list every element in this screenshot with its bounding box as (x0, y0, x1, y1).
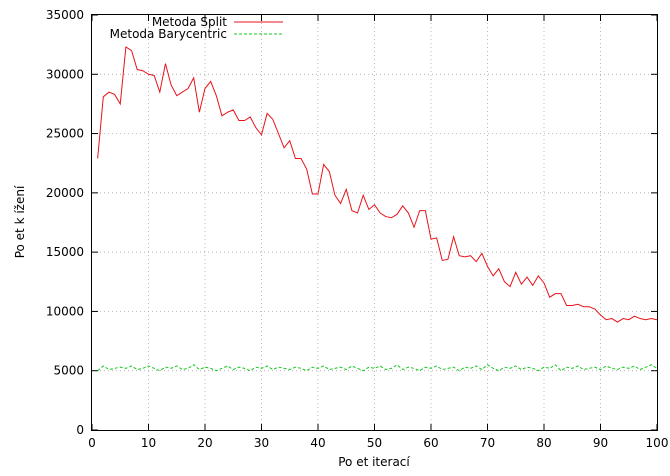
y-tick-label: 20000 (46, 186, 84, 200)
y-tick-label: 5000 (53, 364, 84, 378)
x-axis-label: Po et iterací (338, 455, 410, 469)
x-tick-label: 10 (141, 436, 156, 450)
y-tick-label: 25000 (46, 127, 84, 141)
x-tick-label: 60 (423, 436, 438, 450)
y-axis-label: Po et k ížení (13, 185, 27, 258)
y-tick-label: 10000 (46, 304, 84, 318)
x-tick-label: 100 (646, 436, 669, 450)
x-tick-label: 0 (88, 436, 96, 450)
y-tick-label: 0 (76, 423, 84, 437)
x-tick-label: 40 (310, 436, 325, 450)
x-tick-label: 20 (197, 436, 212, 450)
x-tick-label: 90 (593, 436, 608, 450)
y-tick-label: 35000 (46, 8, 84, 22)
legend-label-1: Metoda Split (152, 15, 227, 29)
y-tick-label: 15000 (46, 245, 84, 259)
legend-label-2: Metoda Barycentric (110, 27, 227, 41)
y-tick-label: 30000 (46, 67, 84, 81)
x-tick-label: 80 (536, 436, 551, 450)
series-line-1 (97, 46, 658, 323)
x-tick-label: 50 (367, 436, 382, 450)
x-tick-label: 30 (254, 436, 269, 450)
x-tick-label: 70 (480, 436, 495, 450)
plot-frame (91, 14, 658, 431)
series-line-2 (97, 364, 658, 372)
